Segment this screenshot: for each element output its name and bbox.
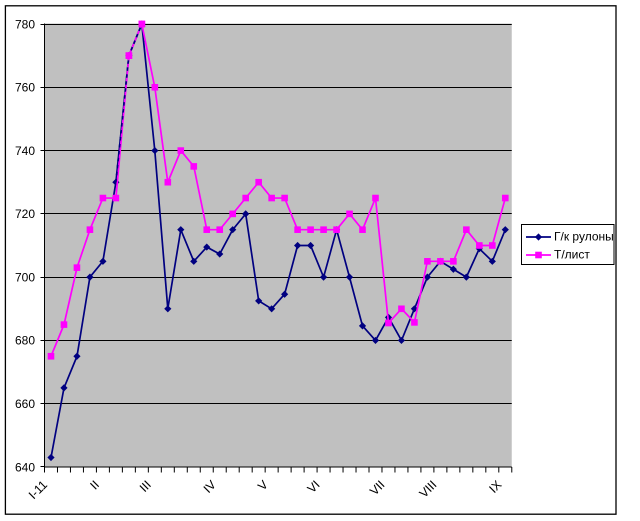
svg-text:760: 760 — [15, 81, 35, 95]
svg-text:780: 780 — [15, 17, 35, 31]
svg-text:700: 700 — [15, 270, 35, 284]
svg-text:660: 660 — [15, 397, 35, 411]
svg-text:Г/к рулоны: Г/к рулоны — [554, 230, 614, 244]
svg-text:680: 680 — [15, 334, 35, 348]
svg-text:Т/лист: Т/лист — [554, 248, 590, 262]
svg-text:740: 740 — [15, 144, 35, 158]
svg-text:640: 640 — [15, 460, 35, 474]
svg-text:720: 720 — [15, 207, 35, 221]
